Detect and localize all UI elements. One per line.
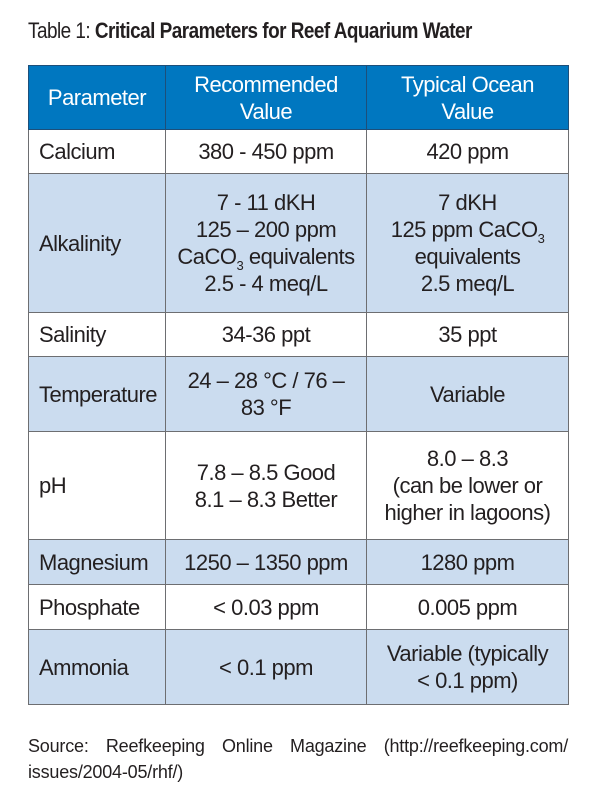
header-row: Parameter Recommended Value Typical Ocea… bbox=[28, 65, 569, 130]
recommended-cell: 380 - 450 ppm bbox=[165, 129, 367, 174]
table-body: Calcium 380 - 450 ppm 420 ppm Alkalinity… bbox=[28, 129, 569, 705]
source-citation: Source: Reefkeeping Online Magazine (htt… bbox=[28, 736, 568, 782]
table-row-phosphate: Phosphate < 0.03 ppm 0.005 ppm bbox=[28, 584, 569, 630]
header-recommended-value: Recommended Value bbox=[165, 65, 367, 130]
recommended-cell: 24 – 28 °C / 76 – 83 °F bbox=[165, 356, 367, 432]
table-row-magnesium: Magnesium 1250 – 1350 ppm 1280 ppm bbox=[28, 539, 569, 585]
parameter-cell: Alkalinity bbox=[28, 173, 166, 313]
typical-cell: Variable (typically < 0.1 ppm) bbox=[366, 629, 569, 705]
typical-cell: Variable bbox=[366, 356, 569, 432]
typical-cell: 1280 ppm bbox=[366, 539, 569, 585]
table-row-calcium: Calcium 380 - 450 ppm 420 ppm bbox=[28, 129, 569, 174]
typical-cell: 7 dKH 125 ppm CaCO3 equivalents 2.5 meq/… bbox=[366, 173, 569, 313]
recommended-cell: 7.8 – 8.5 Good 8.1 – 8.3 Better bbox=[165, 431, 367, 540]
table-title-prefix: Table 1: bbox=[28, 18, 95, 43]
recommended-cell: 1250 – 1350 ppm bbox=[165, 539, 367, 585]
table-row-ammonia: Ammonia < 0.1 ppm Variable (typically < … bbox=[28, 629, 569, 705]
recommended-cell: 7 - 11 dKH 125 – 200 ppm CaCO3 equivalen… bbox=[165, 173, 367, 313]
header-typical-ocean-value: Typical Ocean Value bbox=[366, 65, 569, 130]
recommended-cell: 34-36 ppt bbox=[165, 312, 367, 357]
table-title: Table 1: Critical Parameters for Reef Aq… bbox=[28, 16, 510, 46]
parameter-cell: Calcium bbox=[28, 129, 166, 174]
table-title-main: Critical Parameters for Reef Aquarium Wa… bbox=[94, 18, 473, 43]
table-row-ph: pH 7.8 – 8.5 Good 8.1 – 8.3 Better 8.0 –… bbox=[28, 431, 569, 540]
table-row-temperature: Temperature 24 – 28 °C / 76 – 83 °F Vari… bbox=[28, 356, 569, 432]
header-parameter: Parameter bbox=[28, 65, 166, 130]
parameter-cell: Temperature bbox=[28, 356, 166, 432]
table-row-salinity: Salinity 34-36 ppt 35 ppt bbox=[28, 312, 569, 357]
parameter-cell: Salinity bbox=[28, 312, 166, 357]
recommended-cell: < 0.1 ppm bbox=[165, 629, 367, 705]
typical-cell: 0.005 ppm bbox=[366, 584, 569, 630]
recommended-cell: < 0.03 ppm bbox=[165, 584, 367, 630]
parameters-table: Parameter Recommended Value Typical Ocea… bbox=[28, 65, 569, 705]
table-header: Parameter Recommended Value Typical Ocea… bbox=[28, 65, 569, 130]
parameter-cell: Magnesium bbox=[28, 539, 166, 585]
typical-cell: 8.0 – 8.3 (can be lower or higher in lag… bbox=[366, 431, 569, 540]
caco3-ppm-line: 125 ppm CaCO3 bbox=[390, 217, 545, 246]
typical-cell: 420 ppm bbox=[366, 129, 569, 174]
parameter-cell: Phosphate bbox=[28, 584, 166, 630]
typical-cell: 35 ppt bbox=[366, 312, 569, 357]
parameter-cell: Ammonia bbox=[28, 629, 166, 705]
caco3-equivalents-line: CaCO3 equivalents bbox=[177, 244, 355, 273]
table-row-alkalinity: Alkalinity 7 - 11 dKH 125 – 200 ppm CaCO… bbox=[28, 173, 569, 313]
parameter-cell: pH bbox=[28, 431, 166, 540]
